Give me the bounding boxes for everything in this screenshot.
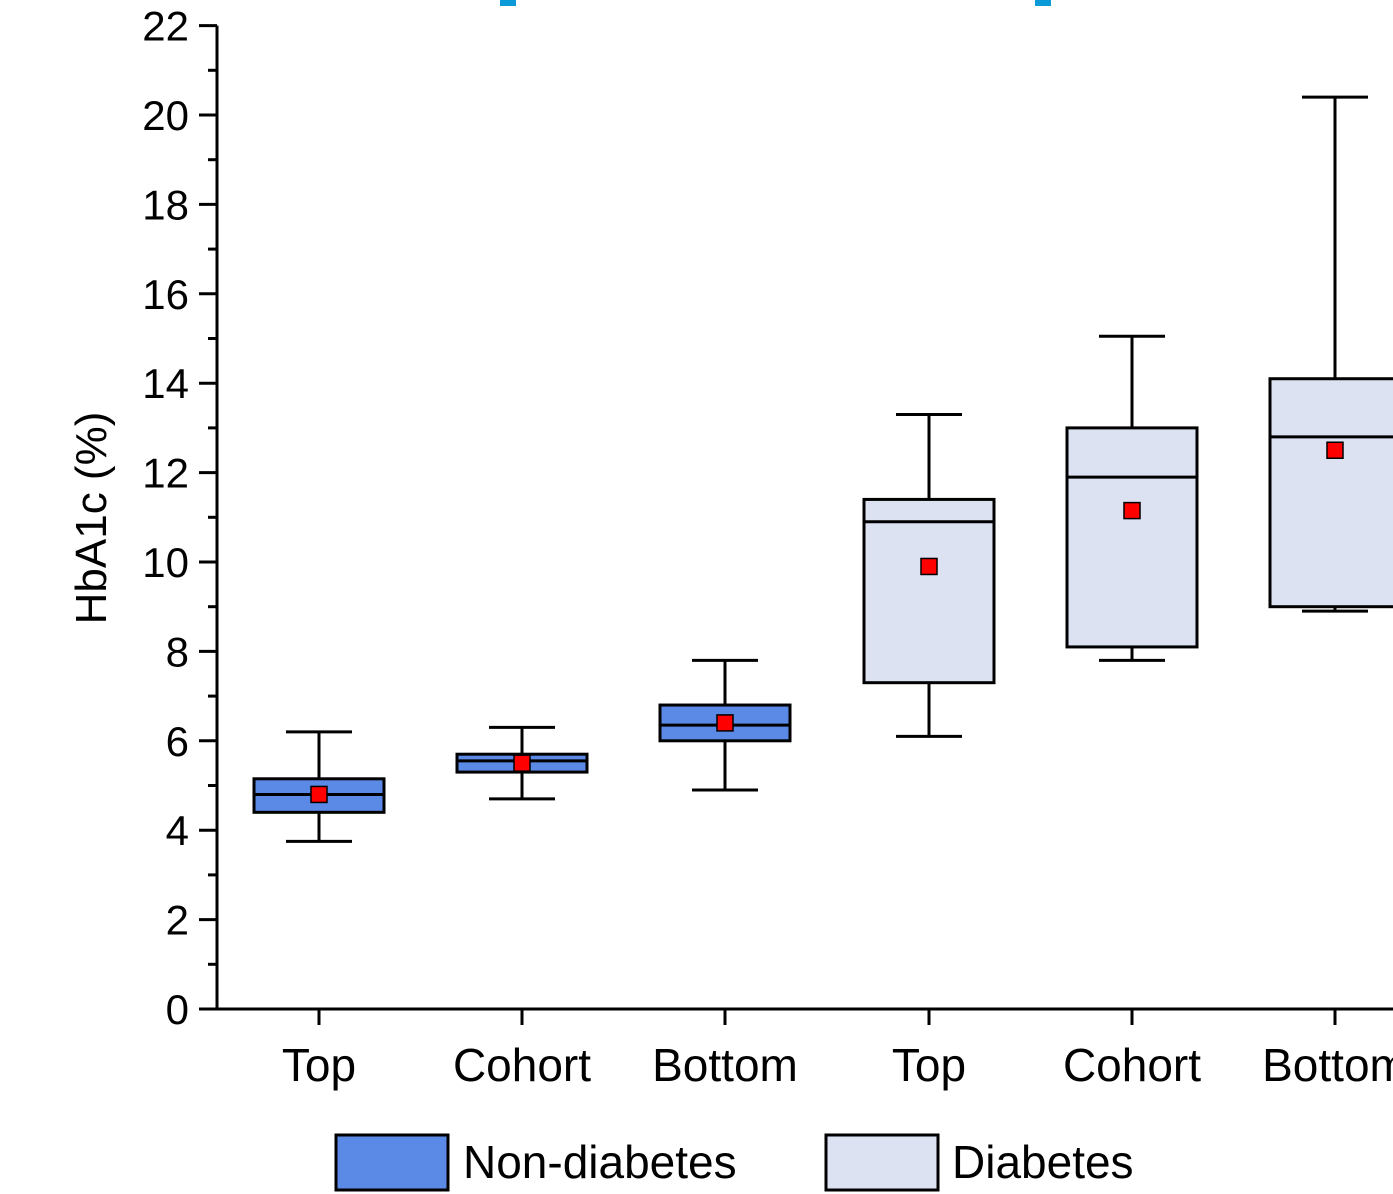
legend-item-diabetes: Diabetes: [824, 1133, 1134, 1192]
legend-item-non-diabetes: Non-diabetes: [334, 1133, 737, 1192]
plot-area: 0 2 4 6 8 10 12 14 16 18 20 22 Top Cohort Bottom Top Coh…: [142, 3, 1393, 1091]
box-diabetes-bottom: [1268, 377, 1393, 609]
mean-marker-non-diabetes-cohort: [513, 754, 531, 772]
y-tick-label: 20: [142, 92, 189, 139]
y-tick-label: 6: [166, 718, 189, 765]
y-tick-label: 8: [166, 628, 189, 675]
mean-marker-diabetes-top: [920, 557, 938, 576]
x-tick-label: Top: [892, 1039, 966, 1091]
box-diabetes-cohort: [1065, 426, 1199, 649]
mean-marker-diabetes-cohort: [1123, 501, 1141, 520]
box-diabetes-top: [862, 497, 996, 685]
y-tick-label: 2: [166, 897, 189, 944]
x-tick-label: Top: [282, 1039, 356, 1091]
cropped-title-fragments: [500, 0, 1051, 6]
y-tick-label: 4: [166, 807, 189, 854]
y-tick-label: 16: [142, 271, 189, 318]
mean-marker-non-diabetes-top: [310, 785, 328, 804]
x-tick-label: Bottom: [652, 1039, 798, 1091]
y-tick-label: 22: [142, 3, 189, 50]
legend-label-non-diabetes: Non-diabetes: [463, 1136, 737, 1188]
legend: Non-diabetes Diabetes: [334, 1133, 1134, 1192]
y-tick-label: 0: [166, 986, 189, 1033]
legend-label-diabetes: Diabetes: [952, 1136, 1134, 1188]
x-tick-label: Cohort: [1063, 1039, 1201, 1091]
legend-swatch-diabetes: [824, 1133, 940, 1192]
x-tick-label: Bottom: [1262, 1039, 1393, 1091]
x-tick-label: Cohort: [453, 1039, 591, 1091]
mean-marker-non-diabetes-bottom: [716, 714, 734, 732]
legend-swatch-non-diabetes: [334, 1133, 450, 1192]
mean-marker-diabetes-bottom: [1326, 441, 1344, 459]
y-tick-label: 10: [142, 539, 189, 586]
y-tick-label: 18: [142, 181, 189, 228]
y-tick-label: 12: [142, 450, 189, 497]
y-tick-label: 14: [142, 360, 189, 407]
y-axis-title: HbA1c (%): [67, 412, 116, 625]
